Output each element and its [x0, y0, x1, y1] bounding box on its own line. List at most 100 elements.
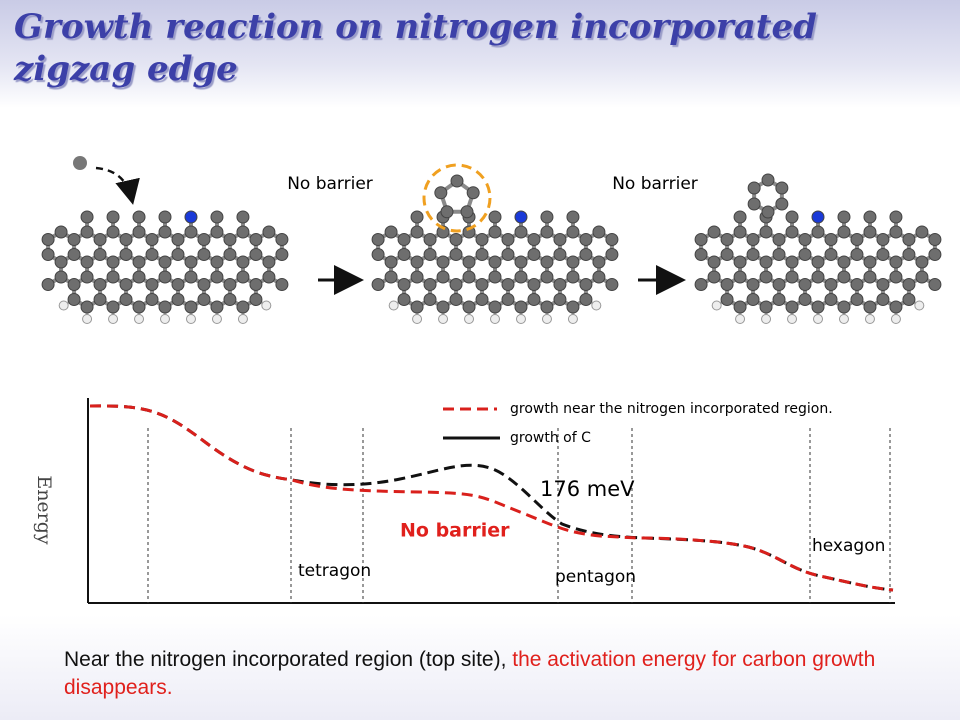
carbon: [449, 233, 463, 246]
carbon: [171, 248, 185, 261]
carbon: [811, 270, 825, 284]
carbon: [928, 248, 942, 261]
hydrogen: [890, 314, 901, 324]
carbon: [733, 270, 747, 284]
incoming-carbon: [73, 156, 87, 170]
carbon: [605, 248, 619, 261]
carbon: [747, 197, 761, 211]
carbon: [145, 278, 159, 291]
title-bar: [0, 0, 960, 108]
carbon: [733, 210, 747, 224]
carbon: [527, 278, 541, 291]
carbon: [449, 293, 463, 306]
carbon: [775, 181, 789, 195]
carbon: [837, 210, 851, 224]
carbon: [145, 293, 159, 306]
carbon: [746, 278, 760, 291]
slide-title: Growth reaction on nitrogen incorporated…: [14, 7, 817, 89]
hydrogen: [108, 314, 119, 324]
carbon: [902, 233, 916, 246]
carbon: [488, 300, 502, 314]
carbon: [540, 225, 554, 239]
carbon: [236, 255, 250, 269]
carbon: [876, 278, 890, 291]
carbon: [132, 300, 146, 314]
curve-n-growth: [89, 404, 894, 592]
carbon: [119, 233, 133, 246]
carbon: [132, 270, 146, 284]
carbon: [747, 181, 761, 195]
carbon: [527, 233, 541, 246]
carbon: [475, 248, 489, 261]
carbon: [889, 300, 903, 314]
carbon: [236, 210, 250, 224]
carbon: [837, 300, 851, 314]
carbon: [707, 270, 721, 284]
carbon: [210, 255, 224, 269]
hydrogen: [735, 314, 746, 324]
carbon: [106, 225, 120, 239]
hydrogen: [490, 314, 500, 324]
carbon: [579, 233, 593, 246]
carbon: [540, 210, 554, 224]
carbon: [902, 293, 916, 306]
carbon: [694, 278, 708, 291]
carbon: [93, 278, 107, 291]
carbon: [566, 270, 580, 284]
carbon: [746, 233, 760, 246]
carbon: [106, 300, 120, 314]
carbon: [475, 293, 489, 306]
carbon: [410, 225, 424, 239]
carbon: [694, 233, 708, 246]
approach-arrow: [95, 166, 140, 205]
carbon: [915, 225, 929, 239]
carbon: [80, 255, 94, 269]
nitrogen: [811, 210, 825, 224]
carbon: [837, 255, 851, 269]
carbon: [184, 225, 198, 239]
carbon: [785, 255, 799, 269]
carbon: [145, 233, 159, 246]
carbon: [837, 270, 851, 284]
carbon: [527, 293, 541, 306]
carbon: [863, 255, 877, 269]
carbon: [41, 278, 55, 291]
carbon: [93, 233, 107, 246]
carbon: [436, 255, 450, 269]
carbon: [171, 233, 185, 246]
carbon: [785, 210, 799, 224]
molecules: [41, 173, 942, 324]
carbon: [553, 278, 567, 291]
carbon: [450, 174, 464, 188]
hydrogen: [412, 314, 423, 324]
hydrogen: [838, 314, 849, 324]
hydrogen: [567, 314, 578, 324]
carbon: [540, 300, 554, 314]
carbon: [93, 293, 107, 306]
barrier-label: 176 meV: [540, 477, 635, 501]
hydrogen: [813, 314, 823, 324]
hydrogen: [541, 314, 552, 324]
carbon: [902, 278, 916, 291]
carbon: [475, 233, 489, 246]
carbon: [824, 248, 838, 261]
carbon: [460, 205, 474, 219]
carbon: [902, 248, 916, 261]
carbon: [759, 300, 773, 314]
carbon: [462, 270, 476, 284]
carbon: [197, 233, 211, 246]
hydrogen: [58, 300, 69, 311]
carbon: [566, 210, 580, 224]
carbon: [236, 225, 250, 239]
carbon: [145, 248, 159, 261]
hydrogen: [711, 300, 722, 311]
carbon: [119, 278, 133, 291]
carbon: [501, 293, 515, 306]
carbon: [540, 270, 554, 284]
carbon: [106, 255, 120, 269]
carbon: [371, 233, 385, 246]
carbon: [488, 210, 502, 224]
carbon: [733, 300, 747, 314]
carbon: [850, 293, 864, 306]
caption: Near the nitrogen incorporated region (t…: [64, 646, 924, 702]
